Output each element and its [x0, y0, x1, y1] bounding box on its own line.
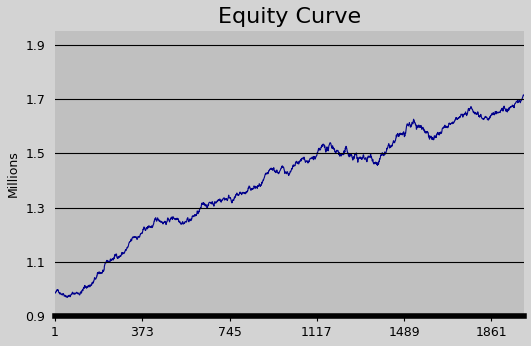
Title: Equity Curve: Equity Curve: [218, 7, 361, 27]
Y-axis label: Millions: Millions: [7, 151, 20, 197]
